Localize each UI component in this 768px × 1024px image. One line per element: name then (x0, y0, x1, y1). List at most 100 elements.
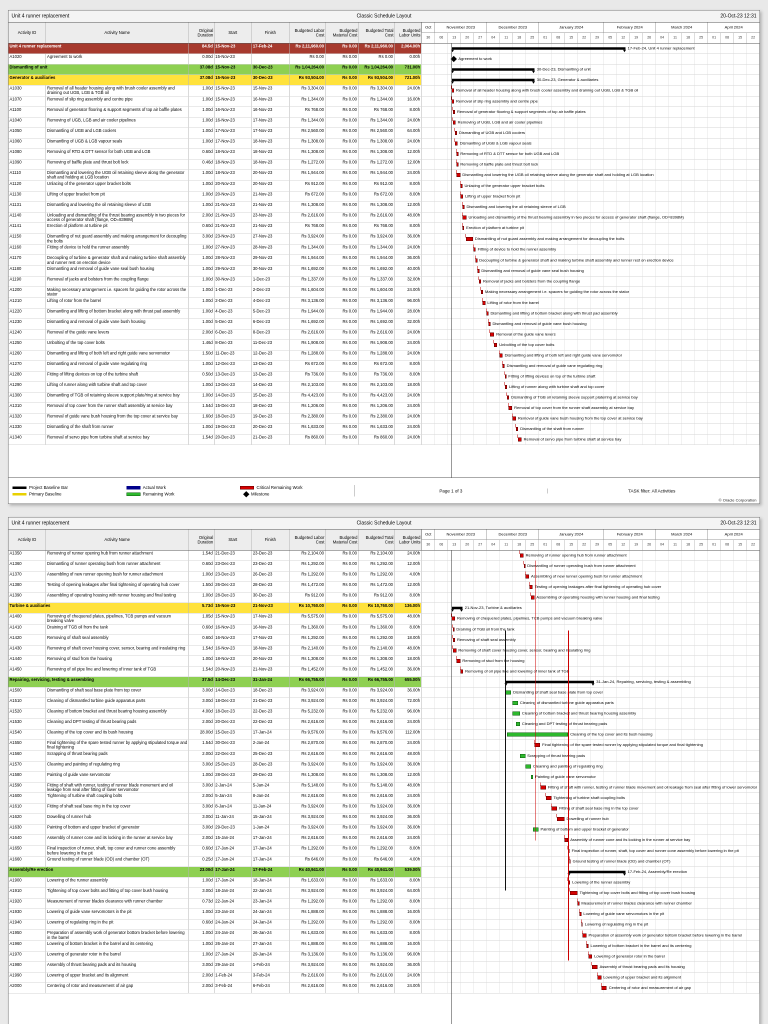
crit-gantt-bar[interactable] (519, 550, 524, 558)
column-header-budgeted-labor-units[interactable]: Budgeted Labor Units (394, 22, 422, 43)
remain-gantt-bar[interactable] (533, 827, 539, 832)
activity-row[interactable]: A1320 Removal of guide vane bush housing … (8, 413, 760, 424)
remain-gantt-bar[interactable] (525, 764, 532, 769)
crit-gantt-bar[interactable] (577, 898, 580, 906)
crit-gantt-bar[interactable] (499, 350, 503, 358)
crit-gantt-bar[interactable] (556, 814, 565, 822)
summary-gantt-bar[interactable] (504, 680, 595, 686)
activity-row[interactable]: A1900 Lowering of the runner assembly 1.00… (8, 877, 760, 889)
crit-gantt-bar[interactable] (493, 339, 498, 347)
activity-row[interactable]: A1370 Assembling of new runner opening bu… (8, 571, 760, 582)
remain-gantt-bar[interactable] (504, 690, 512, 695)
column-header-original-duration[interactable]: Original Duration (189, 22, 215, 43)
activity-row[interactable]: A1360 Dismantling of runner operating bus… (8, 561, 760, 572)
activity-row[interactable]: A1131 Dismantling and lowering the oil re… (8, 201, 760, 213)
crit-gantt-bar[interactable] (459, 191, 464, 199)
crit-gantt-bar[interactable] (569, 888, 578, 896)
crit-gantt-bar[interactable] (578, 909, 582, 917)
activity-row[interactable]: A1160 Fitting of device to hold the runne… (8, 244, 760, 256)
crit-gantt-bar[interactable] (567, 845, 570, 853)
activity-row[interactable]: A1390 Assembling of operating housing wit… (8, 592, 760, 603)
column-header-budgeted-labor-cost[interactable]: Budgeted Labor Cost (289, 22, 326, 43)
activity-row[interactable]: A1310 Removal of top cover from the runne… (8, 402, 760, 414)
activity-row[interactable]: A1140 Unloading and dismantling of the th… (8, 212, 760, 224)
activity-row[interactable]: A1940 Lowering of regulating ring in the … (8, 919, 760, 931)
activity-row[interactable]: A1180 Dismantling and removal of guide va… (8, 266, 760, 277)
group-band-row[interactable]: Repairing, servicing, testing & assembli… (8, 676, 760, 688)
activity-row[interactable]: A1660 Ground testing of runner blade (OD)… (8, 856, 760, 868)
summary-gantt-bar[interactable] (450, 606, 464, 612)
activity-row[interactable]: A1220 Dismantling and lifting of bottom b… (8, 308, 760, 319)
activity-row[interactable]: A1080 Removing of RTD & DTT sensor for bo… (8, 148, 760, 160)
activity-row[interactable]: A1970 Lowering of generator rotor in the … (8, 951, 760, 963)
remain-gantt-bar[interactable] (531, 774, 534, 779)
activity-row[interactable]: A1380 Testing of opening leakages after f… (8, 582, 760, 593)
activity-row[interactable]: A1230 Dismantling and removal of guide va… (8, 318, 760, 330)
column-header-activity-id[interactable]: Activity ID (9, 529, 47, 550)
crit-gantt-bar[interactable] (461, 212, 467, 220)
activity-row[interactable]: A1540 Cleaning of the top cover and its b… (8, 729, 760, 740)
crit-gantt-bar[interactable] (597, 972, 602, 980)
crit-gantt-bar[interactable] (452, 117, 456, 125)
activity-row[interactable]: A1630 Painting of bottom and upper bracke… (8, 824, 760, 836)
crit-gantt-bar[interactable] (456, 159, 459, 167)
crit-gantt-bar[interactable] (452, 624, 455, 632)
activity-row[interactable]: A1350 Removing of runner opening hub from… (8, 550, 760, 561)
crit-gantt-bar[interactable] (545, 793, 552, 801)
activity-row[interactable]: A1270 Dismantling and removal of guide va… (8, 360, 760, 372)
crit-gantt-bar[interactable] (587, 951, 593, 959)
activity-row[interactable]: A1030 Removal of all header housing along… (8, 85, 760, 97)
activity-row[interactable]: A1440 Removing of stud from the housing 1.… (8, 655, 760, 667)
crit-gantt-bar[interactable] (530, 592, 535, 600)
activity-row[interactable]: A1960 Lowering of bottom bracket in the b… (8, 941, 760, 952)
summary-gantt-bar[interactable] (450, 78, 536, 84)
activity-row[interactable]: A1530 Cleaning and DPT testing of thrust … (8, 718, 760, 730)
crit-gantt-bar[interactable] (515, 423, 519, 431)
crit-gantt-bar[interactable] (450, 613, 455, 621)
activity-row[interactable]: A1250 Unbolting of the top cover bolts 1.4… (8, 339, 760, 351)
activity-row[interactable]: A1110 Dismantling and lowering the UGB oi… (8, 169, 760, 181)
group-band-row[interactable]: Generator & auxiliaries 37.08d 15-Nov-23 30… (8, 75, 760, 86)
activity-row[interactable]: A1990 Lowering of upper bracket and its a… (8, 972, 760, 984)
activity-row[interactable]: A1070 Removal of slip ring assembly and c… (8, 96, 760, 107)
activity-row[interactable]: A2000 Centering of rotor and measurement … (8, 983, 760, 994)
activity-row[interactable]: A1560 Scrapping of thrust bearing pads 2.0… (8, 750, 760, 762)
column-header-finish[interactable]: Finish (252, 529, 290, 550)
activity-row[interactable]: A1580 Painting of guide vane servomotor 1.… (8, 771, 760, 783)
crit-gantt-bar[interactable] (489, 329, 495, 337)
crit-gantt-bar[interactable] (551, 803, 558, 811)
activity-row[interactable]: A1620 Dowelling of runner hub 3.00d 11-Jan-… (8, 814, 760, 825)
remain-gantt-bar[interactable] (507, 732, 569, 737)
column-header-budgeted-total-cost[interactable]: Budgeted Total Cost (358, 529, 395, 550)
crit-gantt-bar[interactable] (478, 276, 481, 284)
crit-gantt-bar[interactable] (450, 85, 454, 93)
group-band-row[interactable]: Assembly/Re erection 23.00d 17-Jan-24 17-Fe… (8, 867, 760, 878)
activity-row[interactable]: A1290 Lifting of runner along with turbin… (8, 381, 760, 393)
crit-gantt-bar[interactable] (461, 223, 465, 231)
crit-gantt-bar[interactable] (454, 127, 457, 135)
column-header-budgeted-total-cost[interactable]: Budgeted Total Cost (358, 22, 395, 43)
crit-gantt-bar[interactable] (585, 941, 589, 949)
crit-gantt-bar[interactable] (474, 255, 478, 263)
crit-gantt-bar[interactable] (580, 919, 583, 927)
crit-gantt-bar[interactable] (563, 835, 569, 843)
crit-gantt-bar[interactable] (569, 856, 571, 864)
crit-gantt-bar[interactable] (487, 318, 491, 326)
crit-gantt-bar[interactable] (508, 402, 513, 410)
activity-row[interactable]: A1420 Removing of shaft seal assembly 0.60… (8, 634, 760, 646)
crit-gantt-bar[interactable] (473, 244, 476, 252)
remain-gantt-bar[interactable] (516, 721, 520, 726)
activity-row[interactable]: A1040 Removing of UGB, LGB and air cooler… (8, 117, 760, 128)
activity-row[interactable]: A1930 Lowering of guide vane servomotors … (8, 909, 760, 920)
crit-gantt-bar[interactable] (456, 655, 461, 663)
activity-row[interactable]: A1980 Assembly of thrust bearing pads and… (8, 962, 760, 973)
crit-gantt-bar[interactable] (452, 645, 457, 653)
column-header-budgeted-labor-units[interactable]: Budgeted Labor Units (394, 529, 422, 550)
activity-row[interactable]: A1510 Cleaning of dismantled turbine guid… (8, 697, 760, 709)
crit-gantt-bar[interactable] (461, 201, 465, 209)
column-header-activity-name[interactable]: Activity Name (46, 22, 189, 43)
crit-gantt-bar[interactable] (476, 266, 480, 274)
crit-gantt-bar[interactable] (502, 360, 505, 368)
crit-gantt-bar[interactable] (459, 666, 464, 674)
crit-gantt-bar[interactable] (525, 571, 529, 579)
